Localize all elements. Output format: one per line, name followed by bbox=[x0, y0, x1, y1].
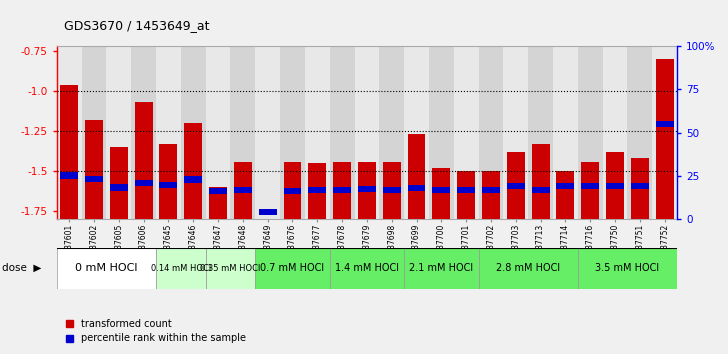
Bar bbox=[454, 46, 478, 219]
Bar bbox=[156, 46, 181, 219]
Bar bbox=[135, 102, 153, 219]
Bar bbox=[383, 187, 400, 193]
Bar bbox=[507, 183, 525, 189]
Bar bbox=[404, 46, 429, 219]
Bar bbox=[231, 46, 256, 219]
Bar bbox=[234, 162, 252, 219]
Bar bbox=[503, 46, 529, 219]
Bar bbox=[358, 162, 376, 219]
Bar bbox=[159, 144, 178, 219]
Bar bbox=[457, 171, 475, 219]
Bar bbox=[358, 186, 376, 192]
Bar bbox=[57, 46, 82, 219]
Bar bbox=[205, 46, 231, 219]
Bar bbox=[432, 187, 451, 193]
Bar bbox=[408, 185, 425, 192]
Bar bbox=[110, 184, 127, 190]
Text: 2.1 mM HOCl: 2.1 mM HOCl bbox=[409, 263, 473, 273]
Bar bbox=[258, 209, 277, 215]
Text: 1.4 mM HOCl: 1.4 mM HOCl bbox=[335, 263, 399, 273]
Bar bbox=[553, 46, 578, 219]
Bar bbox=[606, 183, 624, 189]
Bar bbox=[333, 187, 351, 193]
Bar bbox=[529, 46, 553, 219]
Bar bbox=[478, 46, 503, 219]
Bar bbox=[631, 159, 649, 219]
Bar bbox=[57, 248, 156, 289]
Bar bbox=[106, 46, 131, 219]
Text: 0.7 mM HOCl: 0.7 mM HOCl bbox=[261, 263, 325, 273]
Bar bbox=[60, 172, 78, 178]
Bar bbox=[131, 46, 156, 219]
Bar bbox=[85, 176, 103, 182]
Bar bbox=[606, 152, 624, 219]
Bar bbox=[652, 46, 677, 219]
Bar bbox=[556, 183, 574, 189]
Bar bbox=[482, 187, 500, 193]
Bar bbox=[330, 46, 355, 219]
Bar bbox=[135, 179, 153, 186]
Bar bbox=[631, 183, 649, 189]
Bar bbox=[82, 46, 106, 219]
Bar bbox=[209, 188, 227, 194]
Bar bbox=[309, 187, 326, 193]
Bar bbox=[256, 46, 280, 219]
Bar bbox=[429, 46, 454, 219]
Bar bbox=[432, 168, 451, 219]
Bar bbox=[457, 187, 475, 193]
Bar bbox=[383, 162, 400, 219]
Bar bbox=[408, 135, 425, 219]
Legend: transformed count, percentile rank within the sample: transformed count, percentile rank withi… bbox=[62, 315, 250, 347]
Bar bbox=[603, 46, 628, 219]
Text: GDS3670 / 1453649_at: GDS3670 / 1453649_at bbox=[64, 19, 210, 33]
Bar bbox=[478, 248, 578, 289]
Bar bbox=[531, 144, 550, 219]
Bar bbox=[205, 248, 256, 289]
Bar bbox=[507, 152, 525, 219]
Text: 0 mM HOCl: 0 mM HOCl bbox=[75, 263, 138, 273]
Bar bbox=[280, 46, 305, 219]
Bar bbox=[305, 46, 330, 219]
Bar bbox=[330, 248, 404, 289]
Bar bbox=[556, 171, 574, 219]
Bar bbox=[60, 85, 78, 219]
Bar bbox=[256, 248, 330, 289]
Text: 0.14 mM HOCl: 0.14 mM HOCl bbox=[151, 264, 211, 273]
Bar bbox=[181, 46, 205, 219]
Bar bbox=[581, 183, 599, 189]
Bar bbox=[578, 46, 603, 219]
Bar bbox=[404, 248, 478, 289]
Bar bbox=[628, 46, 652, 219]
Bar bbox=[309, 163, 326, 219]
Bar bbox=[209, 187, 227, 219]
Bar bbox=[581, 162, 599, 219]
Bar bbox=[156, 248, 205, 289]
Text: 3.5 mM HOCl: 3.5 mM HOCl bbox=[596, 263, 660, 273]
Text: dose  ▶: dose ▶ bbox=[2, 263, 41, 273]
Bar bbox=[234, 187, 252, 193]
Bar bbox=[355, 46, 379, 219]
Bar bbox=[283, 162, 301, 219]
Bar bbox=[333, 162, 351, 219]
Bar bbox=[85, 120, 103, 219]
Bar bbox=[578, 248, 677, 289]
Bar bbox=[110, 147, 127, 219]
Bar bbox=[379, 46, 404, 219]
Bar bbox=[184, 123, 202, 219]
Bar bbox=[656, 121, 673, 127]
Bar bbox=[656, 59, 673, 219]
Bar bbox=[184, 176, 202, 183]
Bar bbox=[283, 188, 301, 194]
Text: 2.8 mM HOCl: 2.8 mM HOCl bbox=[496, 263, 561, 273]
Text: 0.35 mM HOCl: 0.35 mM HOCl bbox=[200, 264, 261, 273]
Bar bbox=[531, 187, 550, 193]
Bar bbox=[159, 182, 178, 188]
Bar bbox=[482, 171, 500, 219]
